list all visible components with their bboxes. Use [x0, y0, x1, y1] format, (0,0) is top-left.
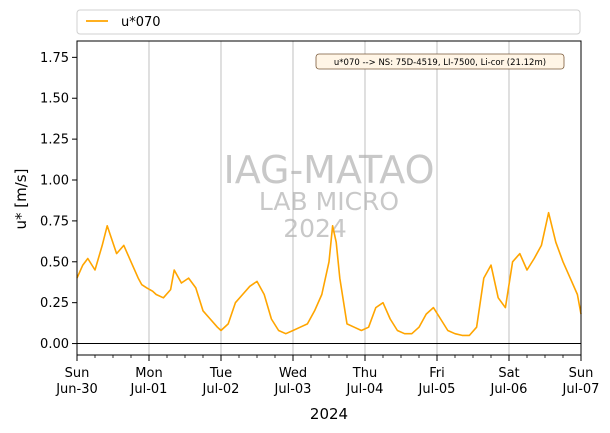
series-line: [76, 211, 582, 337]
x-tick-label-day: Fri: [429, 366, 445, 381]
x-tick-label-day: Tue: [209, 366, 232, 381]
x-tick-label-date: Jul-02: [202, 382, 240, 397]
x-tick-label-date: Jul-03: [274, 382, 312, 397]
x-tick-label-day: Wed: [279, 366, 307, 381]
y-axis-label: u* [m/s]: [12, 169, 30, 230]
y-tick-label: 0.25: [40, 296, 69, 311]
x-tick-label-day: Mon: [135, 366, 162, 381]
x-axis-label: 2024: [310, 405, 348, 423]
watermark: IAG-MATAO LAB MICRO 2024: [223, 148, 434, 243]
y-tick-label: 1.25: [40, 133, 69, 148]
x-tick-label-date: Jul-01: [130, 382, 168, 397]
x-axis-ticks: SunJun-30MonJul-01TueJul-02WedJul-03ThuJ…: [55, 355, 599, 397]
watermark-title: IAG-MATAO: [223, 148, 434, 192]
x-tick-label-date: Jul-06: [490, 382, 528, 397]
x-tick-label-day: Sat: [498, 366, 519, 381]
y-tick-label: 1.00: [40, 174, 69, 189]
x-tick-label-day: Sun: [569, 366, 594, 381]
watermark-subtitle: LAB MICRO: [259, 187, 399, 216]
annotation-box: [315, 53, 565, 70]
legend: u*070: [76, 9, 581, 35]
x-tick-label-date: Jul-04: [346, 382, 384, 397]
x-tick-label-date: Jul-05: [418, 382, 456, 397]
watermark-year: 2024: [283, 214, 347, 243]
legend-label: u*070: [121, 15, 161, 30]
legend-box: [76, 9, 581, 35]
y-tick-label: 0.75: [40, 214, 69, 229]
y-tick-label: 0.50: [40, 255, 69, 270]
y-tick-label: 0.00: [40, 337, 69, 352]
x-tick-label-day: Sun: [65, 366, 90, 381]
annotation: u*070 --> NS: 75D-4519, LI-7500, Li-cor …: [315, 53, 565, 70]
gridlines: [148, 41, 510, 355]
x-tick-label-date: Jun-30: [55, 382, 98, 397]
x-tick-label-date: Jul-07: [562, 382, 600, 397]
x-tick-label-day: Thu: [352, 366, 377, 381]
y-tick-label: 1.50: [40, 92, 69, 107]
annotation-text: u*070 --> NS: 75D-4519, LI-7500, Li-cor …: [334, 58, 546, 68]
y-tick-label: 1.75: [40, 51, 69, 66]
y-axis-ticks: 0.00 0.25 0.50 0.75 1.00 1.25 1.50 1.75: [40, 51, 77, 352]
